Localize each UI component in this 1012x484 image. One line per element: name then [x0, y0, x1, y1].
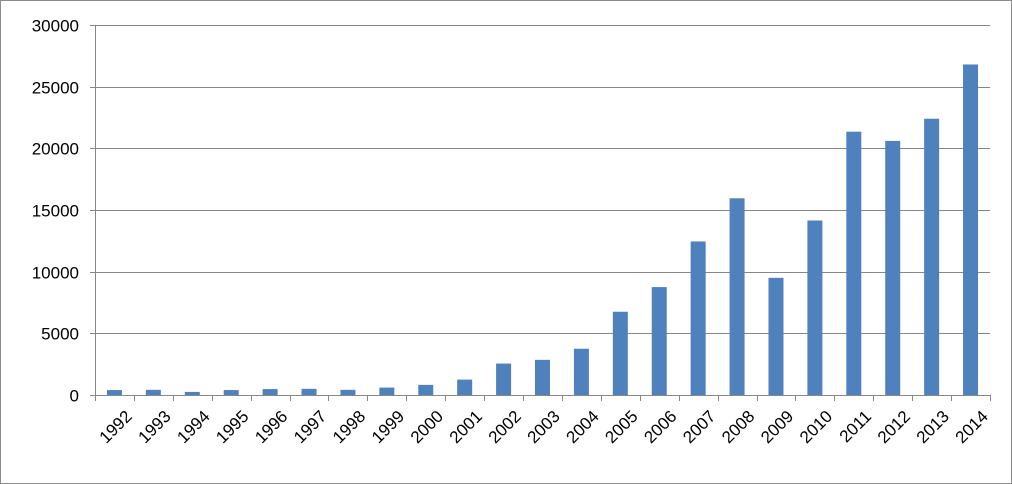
y-tick-label: 10000	[32, 264, 79, 283]
axes	[90, 25, 991, 401]
y-tick-label: 30000	[32, 17, 79, 36]
bar-2005	[612, 311, 628, 395]
bar-1998	[340, 389, 356, 395]
bar-2004	[573, 348, 589, 395]
bar-1996	[262, 389, 278, 395]
x-tick-label: 1996	[251, 407, 291, 447]
bar-2009	[768, 277, 784, 395]
gridlines	[95, 25, 990, 334]
bar-2012	[885, 140, 901, 395]
bar-1992	[106, 390, 122, 395]
x-tick-label: 1995	[212, 407, 252, 447]
bar-2014	[963, 64, 979, 395]
bar-1995	[223, 390, 239, 395]
x-tick-label: 2011	[836, 407, 875, 446]
bar-2001	[457, 379, 473, 395]
x-tick-label: 2010	[796, 407, 836, 447]
x-tick-label: 1997	[290, 407, 330, 447]
x-tick-label: 1992	[96, 407, 136, 447]
y-tick-labels: 0 5000 10000 15000 20000 25000 30000	[32, 17, 79, 406]
y-tick-label: 20000	[32, 140, 79, 159]
x-tick-label: 2006	[640, 407, 680, 447]
bar-1999	[379, 387, 395, 395]
y-tick-label: 5000	[41, 325, 79, 344]
x-tick-label: 1998	[329, 407, 369, 447]
x-tick-labels: 1992199319941995199619971998199920002001…	[96, 407, 992, 447]
bar-1997	[301, 388, 317, 395]
x-tick-label: 2014	[952, 407, 992, 447]
x-tick-label: 2003	[524, 407, 564, 447]
bar-1994	[184, 391, 200, 395]
x-tick-label: 2005	[601, 407, 641, 447]
x-tick-label: 2008	[718, 407, 758, 447]
bar-2002	[496, 363, 512, 395]
bar-2000	[418, 384, 434, 395]
x-tick-label: 2013	[913, 407, 953, 447]
x-tick-label: 1993	[134, 407, 174, 447]
x-tick-label: 2009	[757, 407, 797, 447]
bar-2006	[651, 287, 667, 395]
bar-2013	[924, 118, 940, 395]
bar-2003	[535, 359, 550, 395]
bar-2011	[846, 131, 862, 395]
x-tick-label: 2004	[563, 407, 603, 447]
x-tick-label: 2000	[407, 407, 447, 447]
bar-2007	[690, 241, 706, 395]
x-tick-label: 2007	[679, 407, 719, 447]
x-tick-label: 2002	[485, 407, 525, 447]
y-tick-label: 0	[70, 387, 79, 406]
x-tick-label: 1994	[173, 407, 213, 447]
x-tick-label: 2012	[874, 407, 914, 447]
x-tick-label: 1999	[368, 407, 408, 447]
bar-2008	[729, 198, 745, 395]
x-tick-label: 2001	[446, 407, 486, 447]
y-tick-label: 25000	[32, 79, 79, 98]
bars	[106, 64, 979, 395]
bar-1993	[145, 389, 161, 395]
y-tick-label: 15000	[32, 202, 79, 221]
bar-2010	[807, 220, 823, 395]
